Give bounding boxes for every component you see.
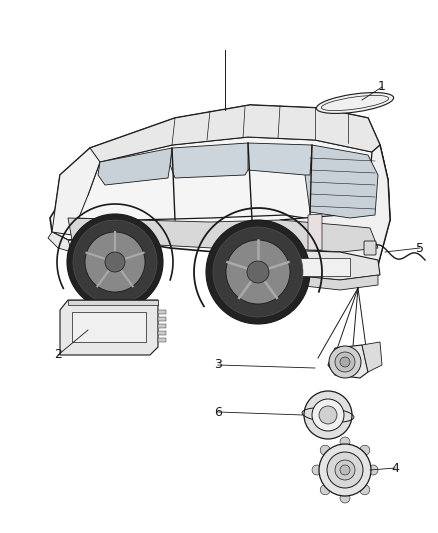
Circle shape [340, 357, 350, 367]
Polygon shape [68, 300, 158, 305]
FancyBboxPatch shape [72, 312, 146, 342]
Bar [158, 317, 166, 321]
Polygon shape [362, 342, 382, 372]
Text: 6: 6 [214, 406, 222, 418]
Polygon shape [55, 137, 390, 228]
Circle shape [335, 352, 355, 372]
Circle shape [340, 465, 350, 475]
Circle shape [320, 485, 330, 495]
FancyBboxPatch shape [364, 241, 376, 255]
Polygon shape [48, 232, 72, 252]
Polygon shape [278, 274, 378, 290]
Text: 5: 5 [416, 241, 424, 254]
Circle shape [335, 460, 355, 480]
Bar [158, 310, 166, 314]
Circle shape [312, 465, 322, 475]
Circle shape [360, 485, 370, 495]
Text: 3: 3 [214, 359, 222, 372]
Polygon shape [50, 105, 390, 278]
Circle shape [213, 227, 303, 317]
Circle shape [320, 445, 330, 455]
Polygon shape [60, 300, 158, 355]
Circle shape [340, 493, 350, 503]
Circle shape [67, 214, 163, 310]
Polygon shape [308, 214, 322, 250]
Polygon shape [305, 145, 378, 218]
Text: 2: 2 [54, 349, 62, 361]
Circle shape [360, 445, 370, 455]
Circle shape [319, 444, 371, 496]
Polygon shape [68, 218, 378, 252]
Circle shape [368, 465, 378, 475]
Circle shape [85, 232, 145, 292]
Polygon shape [170, 143, 248, 178]
Polygon shape [275, 145, 390, 278]
Circle shape [327, 452, 363, 488]
Ellipse shape [316, 93, 394, 114]
Text: 4: 4 [391, 462, 399, 474]
Polygon shape [52, 148, 100, 235]
Circle shape [340, 437, 350, 447]
Circle shape [304, 391, 352, 439]
Polygon shape [88, 105, 380, 162]
Circle shape [73, 220, 157, 304]
Bar [158, 324, 166, 328]
Circle shape [206, 220, 310, 324]
Text: 1: 1 [378, 80, 386, 93]
Circle shape [329, 346, 361, 378]
Bar [158, 331, 166, 335]
Polygon shape [245, 143, 312, 175]
Circle shape [247, 261, 269, 283]
Circle shape [319, 406, 337, 424]
Polygon shape [98, 148, 172, 185]
FancyBboxPatch shape [295, 258, 350, 276]
Circle shape [105, 252, 125, 272]
Polygon shape [328, 345, 368, 378]
Circle shape [226, 240, 290, 304]
Bar [158, 338, 166, 342]
Polygon shape [270, 250, 380, 280]
Circle shape [312, 399, 344, 431]
